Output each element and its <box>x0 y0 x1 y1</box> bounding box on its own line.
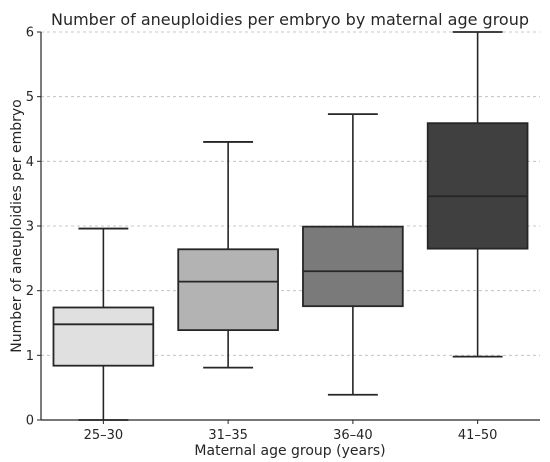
axes: 0 1 2 3 4 5 6 25–30 31–35 36–40 41–50 <box>26 26 540 443</box>
box-group-25–30 <box>52 227 155 421</box>
y-tick-label: 2 <box>26 284 34 299</box>
x-tick-label: 25–30 <box>84 428 124 443</box>
box-iqr <box>52 306 155 367</box>
y-axis-label: Number of aneuploidies per embryo <box>9 99 25 352</box>
box-iqr <box>426 122 529 250</box>
box-series <box>52 31 529 421</box>
y-tick-label: 3 <box>26 220 34 235</box>
y-tick-label: 0 <box>26 414 34 429</box>
y-tick-label: 6 <box>26 26 34 41</box>
x-tick-label: 31–35 <box>208 428 248 443</box>
chart-title: Number of aneuploidies per embryo by mat… <box>51 10 529 29</box>
box-group-31–35 <box>177 141 279 369</box>
x-tick-label: 36–40 <box>333 428 373 443</box>
box-iqr <box>302 225 404 308</box>
box-group-36–40 <box>302 113 404 396</box>
box-group-41–50 <box>426 31 529 358</box>
y-tick-label: 5 <box>26 90 34 105</box>
x-tick-label: 41–50 <box>458 428 498 443</box>
x-axis-label: Maternal age group (years) <box>194 443 385 459</box>
box-iqr <box>177 248 279 332</box>
y-tick-label: 4 <box>26 155 34 170</box>
y-tick-label: 1 <box>26 349 34 364</box>
